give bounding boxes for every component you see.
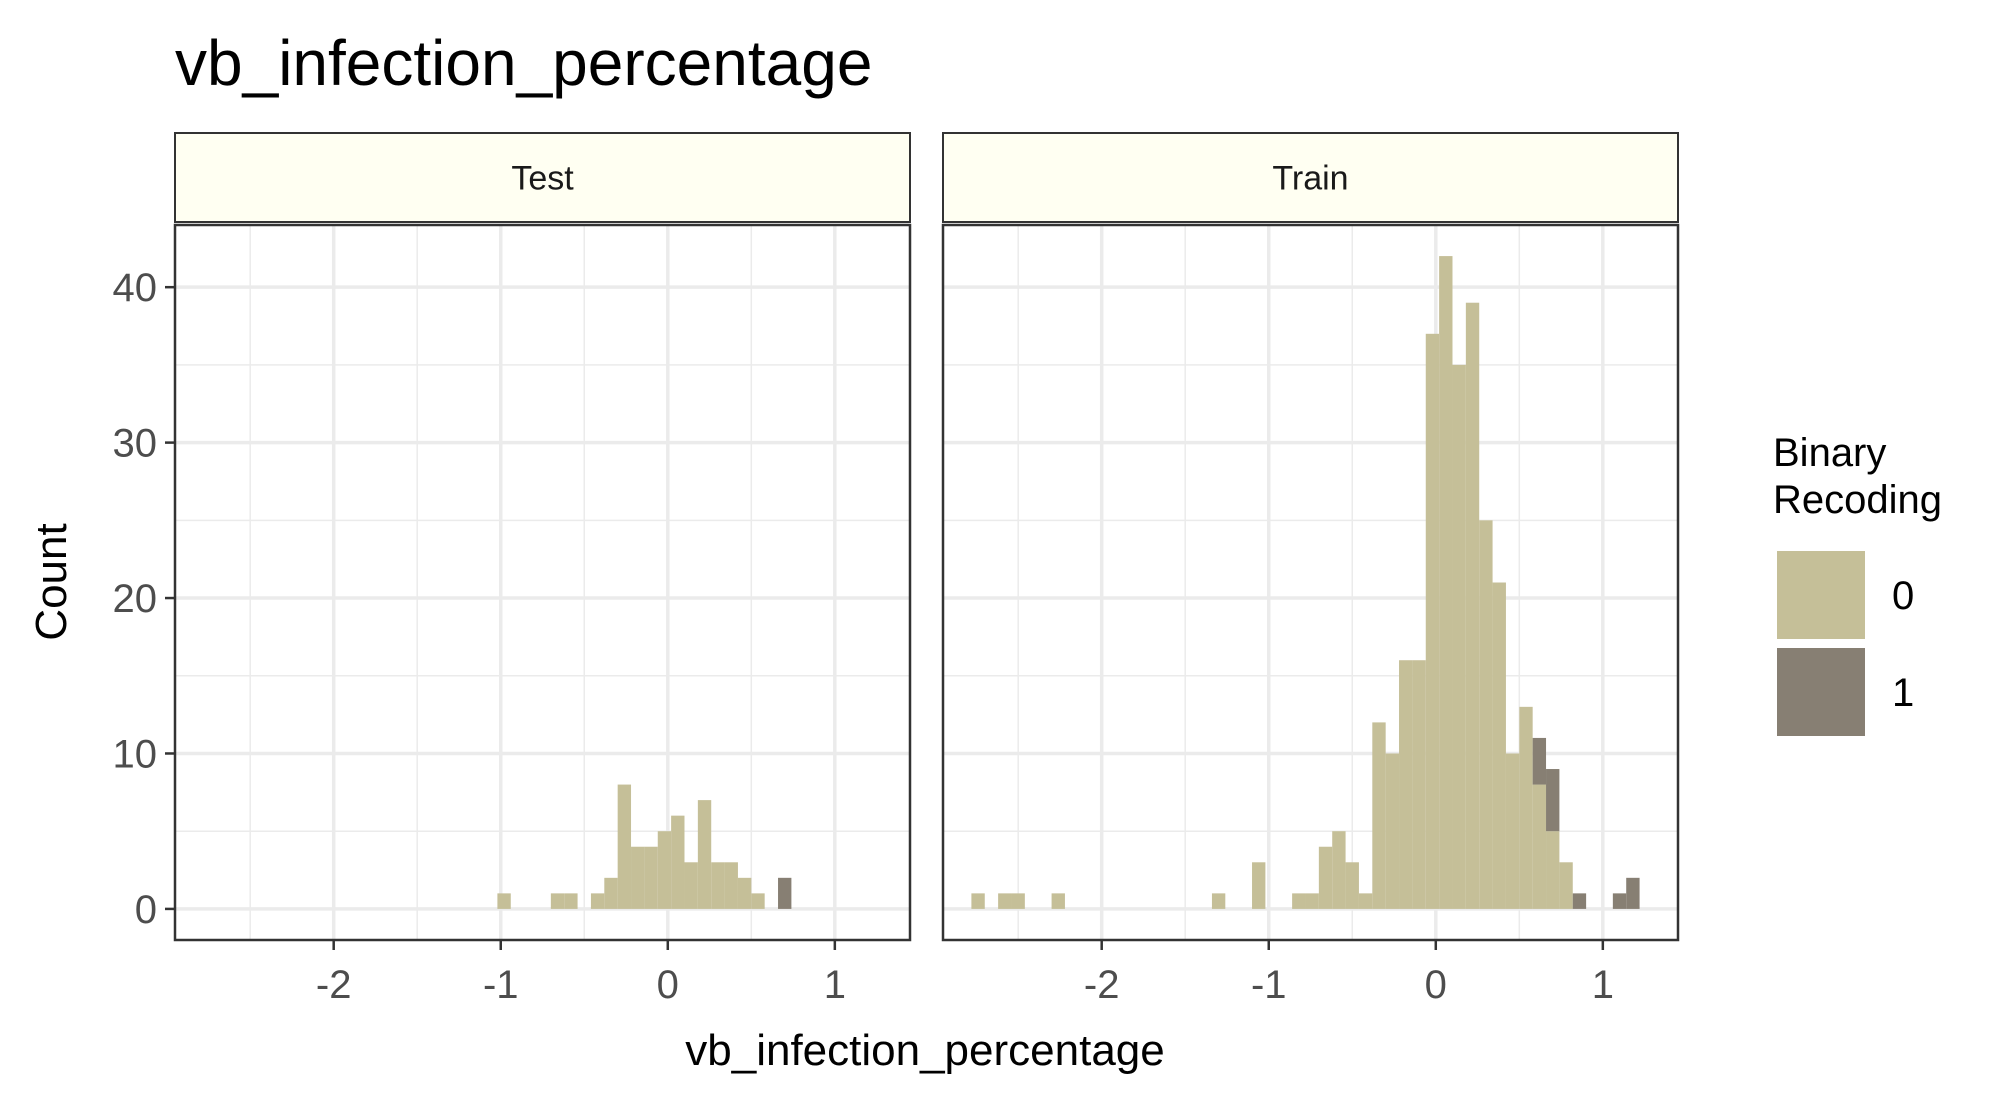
legend-key-swatch	[1777, 551, 1865, 639]
histogram-bar	[1252, 862, 1266, 909]
histogram-bar	[1345, 862, 1359, 909]
histogram-bar	[1532, 784, 1547, 909]
y-tick-label: 10	[113, 732, 158, 776]
histogram-bar	[684, 862, 698, 909]
histogram-bar	[1318, 846, 1333, 909]
y-tick-label: 20	[113, 577, 158, 621]
histogram-bar	[998, 893, 1012, 909]
y-tick-label: 40	[113, 266, 158, 310]
histogram-bar	[1358, 893, 1373, 909]
histogram-bar	[564, 893, 578, 909]
x-tick-label: -2	[1084, 963, 1120, 1007]
facet-strip	[174, 132, 911, 223]
legend-title-line: Binary	[1773, 431, 1886, 475]
histogram-bar	[1211, 893, 1226, 909]
histogram-bar	[1532, 737, 1547, 785]
histogram-bar	[1332, 831, 1346, 909]
facet-strip	[942, 132, 1679, 223]
histogram-bar	[497, 893, 511, 909]
histogram-bar	[1519, 706, 1533, 909]
facet-strip-label: Test	[511, 160, 574, 198]
histogram-bar	[724, 862, 738, 909]
panel-background	[175, 225, 910, 940]
histogram-bar	[737, 877, 752, 909]
x-tick-label: 1	[1592, 963, 1614, 1007]
histogram-bar	[1305, 893, 1319, 909]
histogram-bar	[1612, 893, 1627, 909]
histogram-bar	[550, 893, 565, 909]
histogram-bar	[1439, 256, 1453, 909]
legend-title-line: Recoding	[1773, 478, 1942, 522]
histogram-bar	[1412, 660, 1426, 909]
x-tick-label: 1	[824, 963, 846, 1007]
histogram-bar	[778, 877, 792, 909]
histogram-bar	[1425, 333, 1440, 909]
legend-key-label: 0	[1892, 574, 1914, 618]
histogram-bar	[1385, 753, 1400, 909]
x-tick-label: 0	[1425, 963, 1447, 1007]
histogram-bar	[644, 846, 658, 909]
histogram-bar	[631, 846, 645, 909]
histogram-bar	[1479, 520, 1493, 909]
histogram-bar	[1292, 893, 1306, 909]
histogram-bar	[1559, 862, 1573, 909]
histogram-bar	[1399, 660, 1413, 909]
histogram-bar	[657, 831, 672, 909]
facet-panel-train: Train -2 -1 0 1	[941, 132, 1680, 1007]
histogram-bar	[1572, 893, 1587, 909]
histogram-bar	[711, 862, 725, 909]
chart-title: vb_infection_percentage	[175, 27, 872, 99]
histogram-bar	[1452, 364, 1466, 909]
histogram-bar	[971, 893, 985, 909]
histogram-bar	[1465, 302, 1480, 909]
x-tick-label: -1	[483, 963, 519, 1007]
x-tick-label: -1	[1251, 963, 1287, 1007]
histogram-bar	[1546, 769, 1560, 832]
x-tick-label: -2	[316, 963, 352, 1007]
panel-background	[943, 225, 1678, 940]
histogram-bar	[1011, 893, 1025, 909]
histogram-bar	[1505, 753, 1520, 909]
histogram-bar	[1626, 877, 1640, 909]
panel-border	[173, 223, 912, 942]
x-axis-label: vb_infection_percentage	[685, 1026, 1164, 1075]
y-tick-label: 30	[113, 422, 158, 466]
panel-border	[941, 223, 1680, 942]
histogram-bar	[751, 893, 765, 909]
histogram-bar	[697, 800, 712, 909]
histogram-bar	[617, 784, 632, 909]
histogram-bar	[604, 877, 618, 909]
legend-key-label: 1	[1892, 671, 1914, 715]
x-tick-label: 0	[657, 963, 679, 1007]
legend-key-swatch	[1777, 648, 1865, 736]
histogram-bar	[1051, 893, 1065, 909]
y-tick-label: 0	[135, 888, 157, 932]
facet-strip-label: Train	[1272, 160, 1348, 198]
histogram-bar	[590, 893, 605, 909]
histogram-bar	[1372, 722, 1386, 909]
histogram-bar	[1546, 831, 1560, 909]
histogram-bar	[1492, 582, 1506, 909]
y-axis-label: Count	[27, 523, 76, 640]
histogram-bar	[671, 815, 685, 909]
